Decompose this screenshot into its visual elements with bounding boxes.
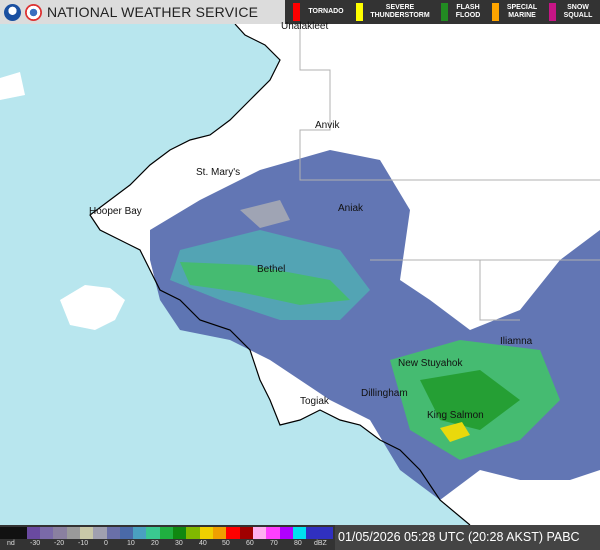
legend-tick: 60 [246,540,254,547]
city-label: Unalakleet [281,21,329,32]
legend-tick: -20 [54,540,65,547]
noaa-logo-icon [4,3,21,21]
legend-tick: nd [7,540,15,547]
warning-legend: TORNADO SEVERE THUNDERSTORM FLASH FLOOD … [285,0,600,24]
boundaries [299,24,600,321]
legend-tick: 40 [199,540,207,547]
city-label: Hooper Bay [89,206,142,217]
legend-tick: 80 [294,540,302,547]
city-label: Iliamna [500,336,533,347]
legend-tick: 20 [151,540,159,547]
legend-tick: 50 [222,540,230,547]
legend-tick: -10 [78,540,89,547]
city-label: Anvik [315,120,340,131]
city-label: Bethel [257,264,286,275]
warning-severe-thunderstorm[interactable]: SEVERE THUNDERSTORM [348,0,433,24]
coastline [89,23,471,526]
legend-tick: 10 [127,540,135,547]
special-marine-swatch [492,3,499,21]
legend-tick: dBZ [314,540,327,547]
color-scale [0,527,333,539]
warning-special-marine[interactable]: SPECIAL MARINE [484,0,541,24]
city-label: Aniak [338,203,364,214]
legend-tick: 70 [270,540,278,547]
legend-tick: -30 [30,540,41,547]
city-label: St. Mary's [196,167,241,178]
land-seward [0,72,25,100]
nws-logo-icon [25,3,42,21]
city-label: New Stuyahok [398,358,463,369]
city-label: Togiak [300,396,329,407]
timestamp: 01/05/2026 05:28 UTC (20:28 AKST) PABC [335,525,600,550]
snow-squall-swatch [549,3,556,21]
legend-tick: 30 [175,540,183,547]
radar-echoes [150,150,600,500]
severe-thunderstorm-swatch [356,3,363,21]
tornado-swatch [293,3,300,21]
city-label: Dillingham [361,388,408,399]
warning-flash-flood[interactable]: FLASH FLOOD [433,0,484,24]
page-title: NATIONAL WEATHER SERVICE [47,4,259,20]
land-nunivak [60,285,125,330]
legend-tick: 0 [104,540,108,547]
city-label: King Salmon [427,410,484,421]
header-branding: NATIONAL WEATHER SERVICE [0,0,285,24]
warning-tornado[interactable]: TORNADO [285,0,348,24]
warning-snow-squall[interactable]: SNOW SQUALL [541,0,596,24]
reflectivity-legend: nd -30 -20 -10 0 10 20 30 40 50 60 70 80… [0,525,335,550]
flash-flood-swatch [441,3,448,21]
